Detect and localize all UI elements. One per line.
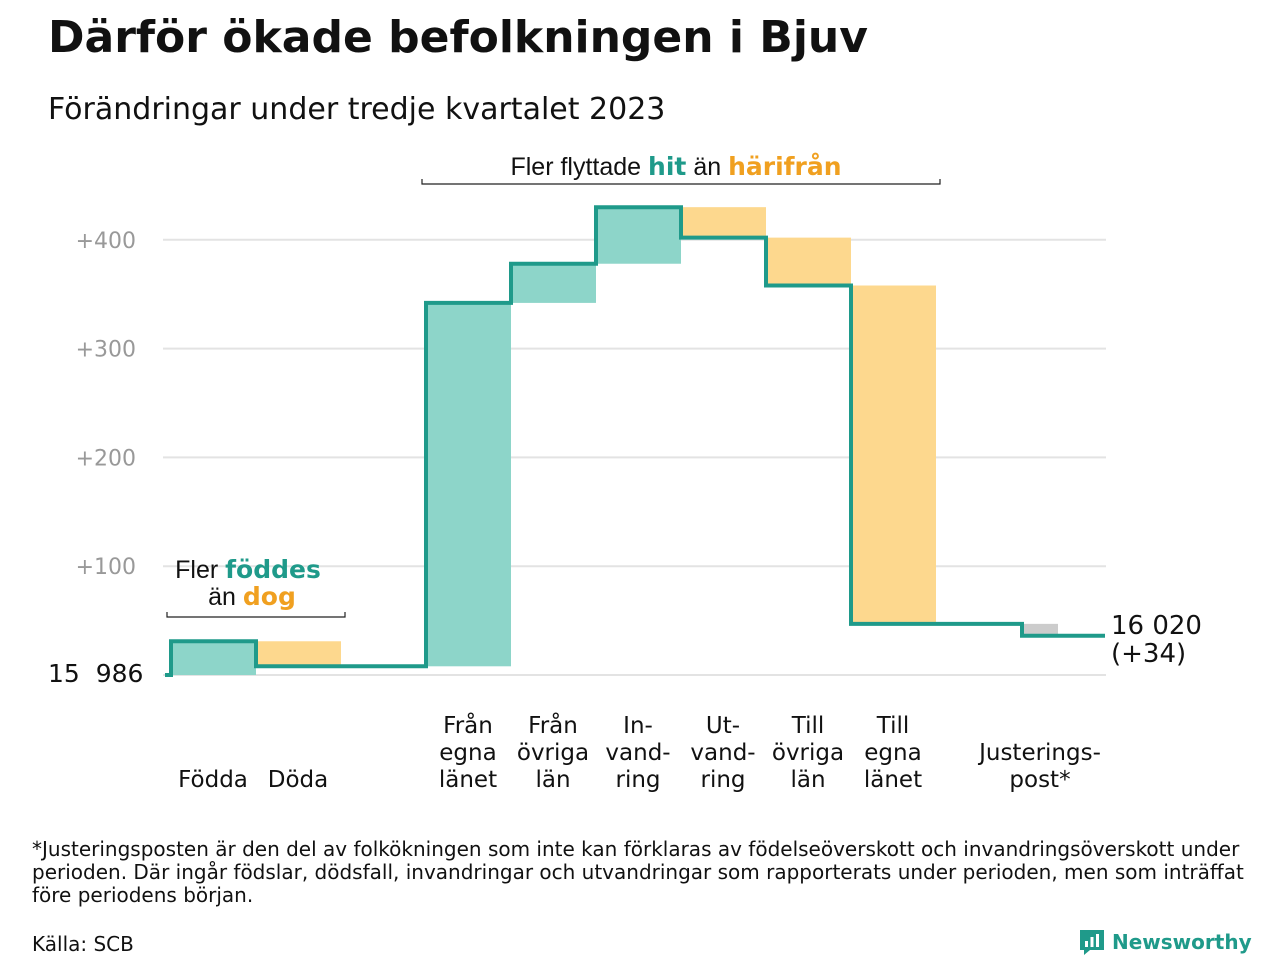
births-deaths-bracket — [166, 612, 346, 618]
newsworthy-logo-icon — [1080, 930, 1104, 955]
category-label: länet — [864, 767, 922, 793]
svg-text:än dog: än dog — [208, 582, 296, 611]
waterfall-bar — [426, 302, 511, 667]
cumulative-step-line — [165, 205, 1105, 677]
migration-annotation: Fler flyttade hit än härifrån — [421, 152, 941, 185]
brand-name: Newsworthy — [1112, 930, 1252, 954]
category-label: vand- — [690, 740, 755, 766]
waterfall-bar — [256, 641, 341, 667]
waterfall-bar — [1022, 623, 1058, 636]
category-label: Från — [528, 711, 578, 739]
source-label: Källa: SCB — [32, 932, 134, 956]
category-label: övriga — [772, 740, 844, 766]
y-tick-label: +300 — [76, 338, 136, 363]
start-value-label: 15 986 — [48, 659, 143, 688]
deaths-word: dog — [243, 582, 296, 611]
moves-hit-word: hit — [648, 152, 686, 181]
category-label: Till — [791, 713, 825, 739]
category-label: Från — [443, 711, 493, 739]
category-label: Justerings- — [977, 740, 1101, 766]
category-label: län — [535, 767, 570, 793]
waterfall-bar — [851, 285, 936, 624]
category-label: egna — [439, 740, 496, 766]
y-tick-label: +200 — [76, 446, 136, 471]
births-word: föddes — [225, 555, 321, 584]
category-label: vand- — [605, 740, 670, 766]
waterfall-bar — [171, 641, 256, 675]
footnote: *Justeringsposten är den del av folkökni… — [32, 837, 1244, 907]
category-label: ring — [615, 767, 660, 793]
category-label: In- — [623, 713, 653, 739]
waterfall-bar — [766, 237, 851, 286]
category-label: Födda — [178, 767, 248, 793]
end-change-label: (+34) — [1111, 639, 1186, 669]
chart-subtitle: Förändringar under tredje kvartalet 2023 — [48, 92, 666, 127]
category-label: post* — [1009, 767, 1070, 793]
births-pre-text: Fler — [175, 556, 218, 584]
category-label: Ut- — [706, 713, 740, 739]
moves-pre-text: Fler flyttade — [510, 153, 641, 181]
migration-bracket — [421, 179, 941, 185]
svg-text:Fler flyttade hit: Fler flyttade hit än härifrån — [510, 152, 841, 181]
waterfall-bar — [681, 207, 766, 238]
moves-mid-text: än — [693, 153, 721, 181]
y-tick-label: +100 — [76, 555, 136, 580]
y-tick-label: +400 — [76, 229, 136, 254]
svg-text:Fler föddes: Fler föddes — [175, 555, 321, 584]
category-label: Döda — [268, 767, 328, 793]
waterfall-bar — [511, 263, 596, 303]
chart-title: Därför ökade befolkningen i Bjuv — [48, 12, 868, 63]
newsworthy-logo: Newsworthy — [1078, 928, 1252, 956]
deaths-pre-text: än — [208, 583, 236, 611]
end-value-label: 16 020 — [1111, 611, 1202, 641]
category-label: egna — [864, 740, 921, 766]
category-label: ring — [700, 767, 745, 793]
category-label: län — [790, 767, 825, 793]
births-deaths-annotation: Fler föddes än dog — [166, 555, 346, 618]
category-label: övriga — [517, 740, 589, 766]
category-label: länet — [439, 767, 497, 793]
moves-from-word: härifrån — [728, 152, 841, 181]
waterfall-bar — [596, 207, 681, 264]
category-label: Till — [876, 713, 910, 739]
